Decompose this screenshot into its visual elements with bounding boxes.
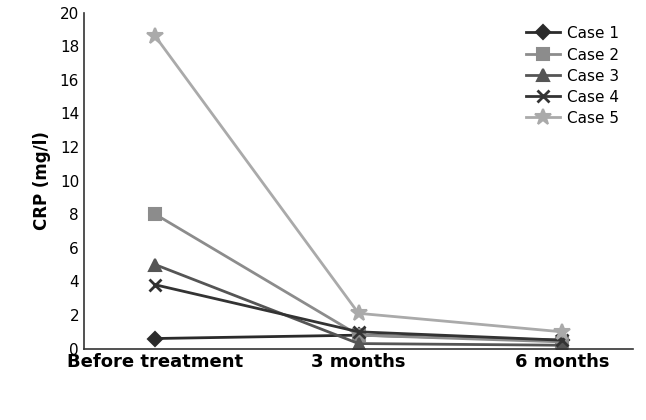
- Case 2: [558, 339, 566, 344]
- Case 3: [558, 343, 566, 348]
- Case 2: [355, 333, 362, 338]
- Case 2: [151, 212, 159, 217]
- Case 3: [151, 262, 159, 267]
- Case 1: [558, 338, 566, 343]
- Line: Case 4: Case 4: [149, 278, 568, 346]
- Case 4: [355, 329, 362, 334]
- Case 5: [355, 311, 362, 316]
- Case 5: [151, 34, 159, 39]
- Y-axis label: CRP (mg/l): CRP (mg/l): [34, 131, 52, 230]
- Line: Case 2: Case 2: [150, 209, 567, 347]
- Case 4: [558, 338, 566, 343]
- Case 1: [355, 333, 362, 338]
- Line: Case 5: Case 5: [147, 28, 570, 340]
- Line: Case 3: Case 3: [150, 259, 567, 351]
- Case 4: [151, 282, 159, 287]
- Line: Case 1: Case 1: [151, 330, 567, 345]
- Case 1: [151, 336, 159, 341]
- Case 3: [355, 341, 362, 346]
- Legend: Case 1, Case 2, Case 3, Case 4, Case 5: Case 1, Case 2, Case 3, Case 4, Case 5: [520, 20, 625, 132]
- Case 5: [558, 329, 566, 334]
